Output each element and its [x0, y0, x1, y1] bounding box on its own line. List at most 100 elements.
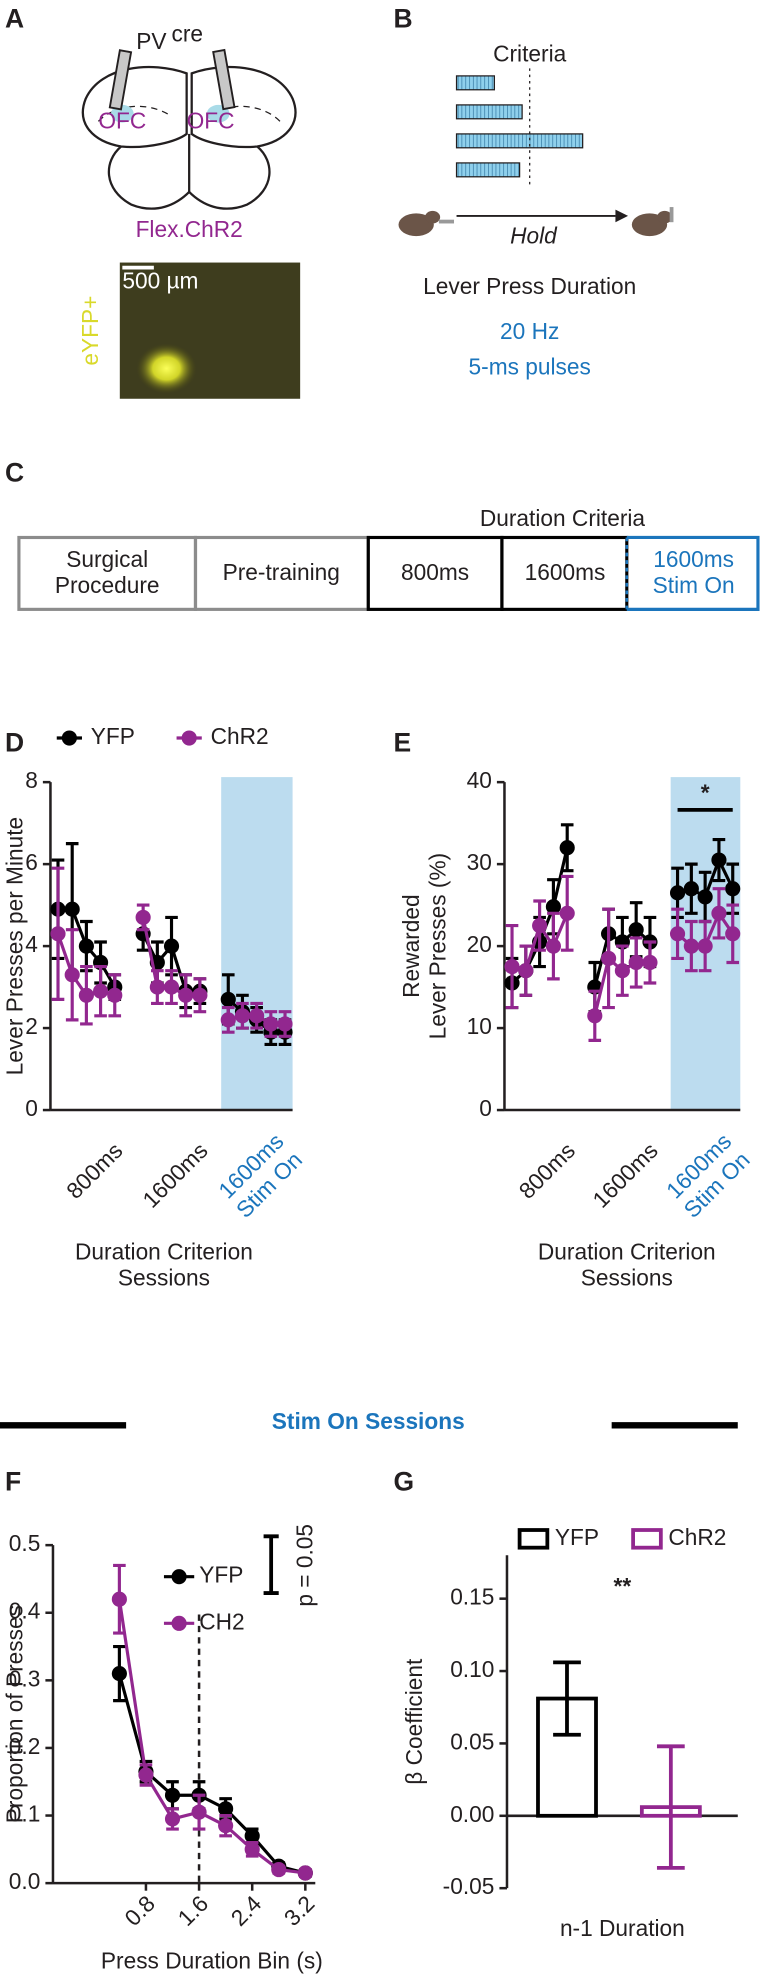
x-tick-label: 1600msStim On [212, 1128, 307, 1223]
criteria-label: Criteria [493, 41, 566, 67]
data-point [111, 1591, 127, 1607]
data-point [107, 987, 123, 1003]
data-point [111, 1666, 127, 1682]
y-tick-label: 0.1 [9, 1801, 41, 1827]
hold-arrow-head [615, 209, 629, 223]
data-point [642, 954, 658, 971]
legend-label: YFP [199, 1562, 243, 1588]
data-point [559, 840, 575, 856]
data-point [78, 938, 94, 954]
data-point [64, 901, 80, 917]
data-point [669, 926, 686, 942]
x-tick-label: 1600ms [587, 1137, 662, 1212]
data-point [163, 979, 180, 995]
scale-bar-label: 500 µm [122, 268, 198, 294]
legend-label: CH2 [199, 1608, 244, 1634]
data-point [711, 905, 727, 921]
task-label: Lever Press Duration [423, 273, 636, 299]
panel-label: A [5, 3, 24, 33]
legend-marker [61, 730, 77, 746]
panel-label: B [393, 3, 412, 33]
data-point [277, 1016, 293, 1032]
mouse-line: PV [136, 28, 167, 54]
data-point [518, 963, 534, 979]
expression-blob [136, 343, 197, 394]
criteria-bar [455, 162, 521, 178]
y-tick-label: 10 [467, 1013, 492, 1039]
data-point [64, 967, 80, 983]
stage-box [626, 535, 760, 611]
x-tick-label: 0.8 [119, 1890, 160, 1931]
data-point [164, 1787, 181, 1803]
data-point [697, 889, 713, 905]
significance-label: * [701, 780, 710, 806]
mouse-icon [398, 210, 455, 237]
panel-label: F [5, 1466, 21, 1496]
x-tick-label: 800ms [61, 1137, 128, 1204]
data-point [614, 963, 630, 979]
legend-marker [171, 1615, 187, 1631]
data-point [683, 881, 699, 897]
data-point [220, 991, 236, 1007]
y-tick-label: 0.00 [450, 1801, 494, 1827]
legend-label: YFP [555, 1524, 599, 1550]
data-point [218, 1801, 234, 1817]
legend-marker [181, 730, 197, 746]
section-title: Stim On Sessions [272, 1408, 465, 1434]
stage-label: 1600ms [525, 559, 606, 585]
y-tick-label: 2 [25, 1013, 38, 1039]
y-tick-label: 0.2 [9, 1733, 41, 1759]
data-point [545, 938, 561, 954]
data-point [244, 1841, 260, 1857]
x-tick-label: 1600ms [137, 1137, 212, 1212]
data-point [504, 959, 520, 975]
y-tick-label: 30 [467, 849, 492, 875]
data-point [138, 1767, 154, 1783]
data-point [50, 926, 66, 942]
data-point [628, 922, 644, 938]
data-point [711, 852, 727, 868]
data-point [669, 885, 686, 901]
data-point [297, 1865, 313, 1881]
data-point [234, 1008, 251, 1024]
region-label: OFC [187, 108, 235, 134]
y-tick-label: 6 [25, 849, 38, 875]
data-point [220, 1012, 236, 1028]
data-point [178, 987, 194, 1003]
legend-label: ChR2 [211, 723, 269, 749]
scale-bar [263, 1534, 279, 1595]
legend-label: YFP [91, 723, 135, 749]
hold-label: Hold [510, 222, 558, 248]
virus-label: Flex.ChR2 [136, 216, 243, 242]
panel-label: D [5, 727, 24, 757]
data-point [192, 987, 208, 1003]
y-tick-label: 0.15 [450, 1584, 494, 1610]
data-point [249, 1008, 265, 1024]
data-point [545, 899, 561, 915]
y-tick-label: 0.10 [450, 1656, 494, 1682]
series-line [117, 1598, 306, 1875]
legend-label: ChR2 [668, 1524, 726, 1550]
x-axis-label: Duration Criterion Sessions [75, 1238, 253, 1290]
legend-marker [517, 1528, 550, 1550]
x-tick-label: 2.4 [226, 1890, 267, 1931]
y-tick-label: 0.4 [9, 1598, 41, 1624]
data-point [725, 881, 741, 897]
data-point [587, 1008, 603, 1024]
y-axis-label: RewardedLever Presses (%) [398, 853, 450, 1040]
y-tick-label: 4 [25, 931, 38, 957]
data-point [559, 905, 575, 921]
data-point [164, 1811, 181, 1827]
data-point [135, 909, 151, 925]
y-tick-label: 0.0 [9, 1868, 41, 1894]
legend-marker [171, 1569, 187, 1585]
data-point [683, 938, 699, 954]
criteria-bar [455, 133, 584, 149]
error-bar [656, 1744, 685, 1870]
x-tick-label: n-1 Duration [560, 1915, 685, 1941]
stain-label: eYFP+ [77, 296, 103, 366]
data-point [601, 950, 617, 966]
stim-pulses: 5-ms pulses [469, 353, 591, 379]
y-axis-label: Lever Presses per Minute [1, 817, 27, 1076]
data-point [78, 987, 94, 1003]
